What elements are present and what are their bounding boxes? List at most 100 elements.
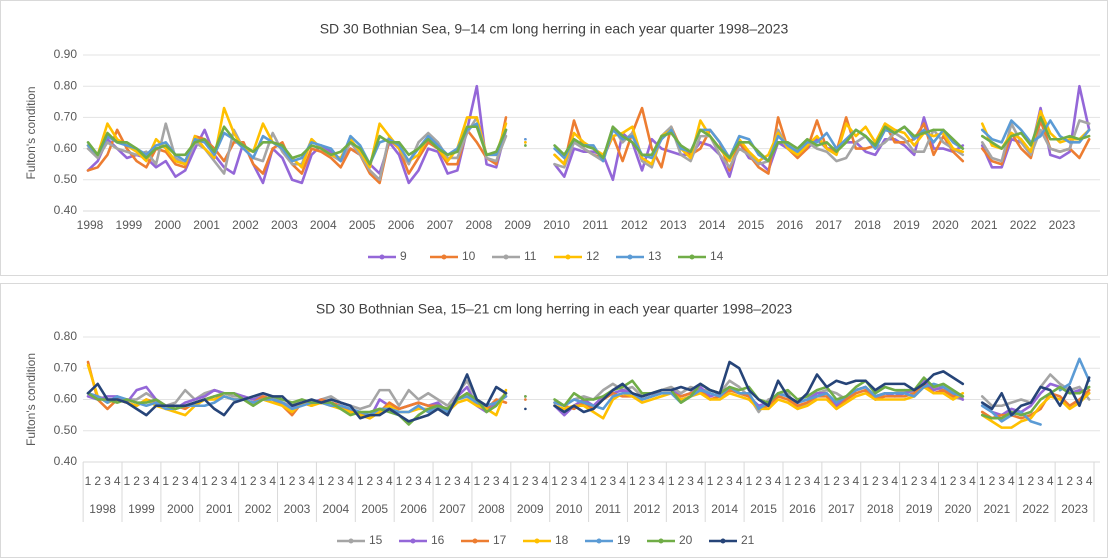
series-line <box>86 106 1091 169</box>
x-tick-label: 2 <box>833 474 840 488</box>
x-tick-label: 3 <box>765 474 772 488</box>
x-group-label: 2019 <box>906 502 933 516</box>
x-tick-label: 3 <box>493 474 500 488</box>
y-tick-label: 0.50 <box>54 172 78 186</box>
x-tick-label: 4 <box>308 474 315 488</box>
x-tick-label: 4 <box>619 474 626 488</box>
x-group-label: 2000 <box>167 502 194 516</box>
legend-label: 16 <box>431 533 445 547</box>
x-group-label: 2008 <box>478 502 505 516</box>
x-tick-label: 3 <box>260 474 267 488</box>
legend-marker <box>720 538 726 544</box>
x-tick-label: 1998 <box>77 218 104 232</box>
chart-title: SD 30 Bothnian Sea, 9–14 cm long herring… <box>320 21 789 37</box>
x-group-label: 2013 <box>672 502 699 516</box>
legend-label: 21 <box>741 533 755 547</box>
x-tick-label: 2 <box>561 474 568 488</box>
x-tick-label: 2 <box>639 474 646 488</box>
x-group-label: 2001 <box>206 502 233 516</box>
x-tick-label: 2 <box>950 474 957 488</box>
legend-label: 12 <box>586 249 600 263</box>
x-tick-label: 2008 <box>465 218 492 232</box>
x-tick-label: 4 <box>269 474 276 488</box>
series-line <box>86 119 1091 166</box>
legend-marker <box>441 254 447 260</box>
y-tick-label: 0.40 <box>54 454 78 468</box>
x-tick-label: 1 <box>979 474 986 488</box>
x-tick-label: 1 <box>162 474 169 488</box>
x-tick-label: 3 <box>143 474 150 488</box>
x-tick-label: 1999 <box>116 218 143 232</box>
x-group-label: 2015 <box>750 502 777 516</box>
x-tick-label: 4 <box>775 474 782 488</box>
y-tick-label: 0.60 <box>54 392 78 406</box>
x-tick-label: 3 <box>1037 474 1044 488</box>
x-tick-label: 2000 <box>154 218 181 232</box>
x-tick-label: 2 <box>172 474 179 488</box>
x-tick-label: 2 <box>1066 474 1073 488</box>
x-tick-label: 3 <box>726 474 733 488</box>
x-tick-label: 3 <box>376 474 383 488</box>
x-tick-label: 1 <box>668 474 675 488</box>
legend-marker <box>534 538 540 544</box>
x-tick-label: 2004 <box>310 218 337 232</box>
x-tick-label: 3 <box>804 474 811 488</box>
x-tick-label: 4 <box>930 474 937 488</box>
y-tick-label: 0.70 <box>54 110 78 124</box>
legend-marker <box>379 254 385 260</box>
x-group-label: 2005 <box>361 502 388 516</box>
y-axis-label: Fulton's condition <box>24 353 38 446</box>
x-tick-label: 2013 <box>660 218 687 232</box>
x-tick-label: 2018 <box>854 218 881 232</box>
x-tick-label: 1 <box>240 474 247 488</box>
legend-marker <box>689 254 695 260</box>
x-tick-label: 1 <box>940 474 947 488</box>
x-tick-label: 2019 <box>893 218 920 232</box>
legend-marker <box>627 254 633 260</box>
x-tick-label: 1 <box>124 474 131 488</box>
x-tick-label: 3 <box>998 474 1005 488</box>
x-tick-label: 4 <box>697 474 704 488</box>
x-tick-label: 2 <box>872 474 879 488</box>
x-tick-label: 2001 <box>193 218 220 232</box>
x-tick-label: 2021 <box>971 218 998 232</box>
x-tick-label: 4 <box>347 474 354 488</box>
x-group-label: 2018 <box>867 502 894 516</box>
legend-label: 9 <box>400 249 407 263</box>
legend-label: 15 <box>369 533 383 547</box>
x-tick-label: 2 <box>716 474 723 488</box>
y-axis-label: Fulton's condition <box>24 86 38 179</box>
x-tick-label: 2011 <box>583 218 609 232</box>
x-tick-label: 2 <box>600 474 607 488</box>
x-tick-label: 3 <box>921 474 928 488</box>
x-tick-label: 2 <box>289 474 296 488</box>
x-group-label: 2014 <box>711 502 738 516</box>
x-tick-label: 4 <box>503 474 510 488</box>
x-tick-label: 1 <box>318 474 325 488</box>
x-tick-label: 2002 <box>232 218 259 232</box>
x-tick-label: 2007 <box>427 218 454 232</box>
series-line <box>86 360 1091 423</box>
x-tick-label: 2 <box>678 474 685 488</box>
legend-marker <box>565 254 571 260</box>
x-tick-label: 3 <box>454 474 461 488</box>
x-group-label: 2012 <box>634 502 661 516</box>
chart-title: SD 30 Bothnian Sea, 15–21 cm long herrin… <box>316 301 793 317</box>
x-tick-label: 1 <box>357 474 364 488</box>
x-group-label: 2003 <box>284 502 311 516</box>
x-group-label: 1999 <box>128 502 155 516</box>
x-tick-label: 2 <box>211 474 218 488</box>
x-tick-label: 2 <box>250 474 257 488</box>
legend-marker <box>472 538 478 544</box>
x-tick-label: 3 <box>1076 474 1083 488</box>
x-tick-label: 2 <box>1027 474 1034 488</box>
x-tick-label: 2 <box>367 474 374 488</box>
x-tick-label: 4 <box>736 474 743 488</box>
x-tick-label: 2 <box>755 474 762 488</box>
x-tick-label: 4 <box>153 474 160 488</box>
legend-marker <box>596 538 602 544</box>
legend-label: 11 <box>524 249 537 263</box>
x-tick-label: 2010 <box>543 218 570 232</box>
x-tick-label: 4 <box>580 474 587 488</box>
